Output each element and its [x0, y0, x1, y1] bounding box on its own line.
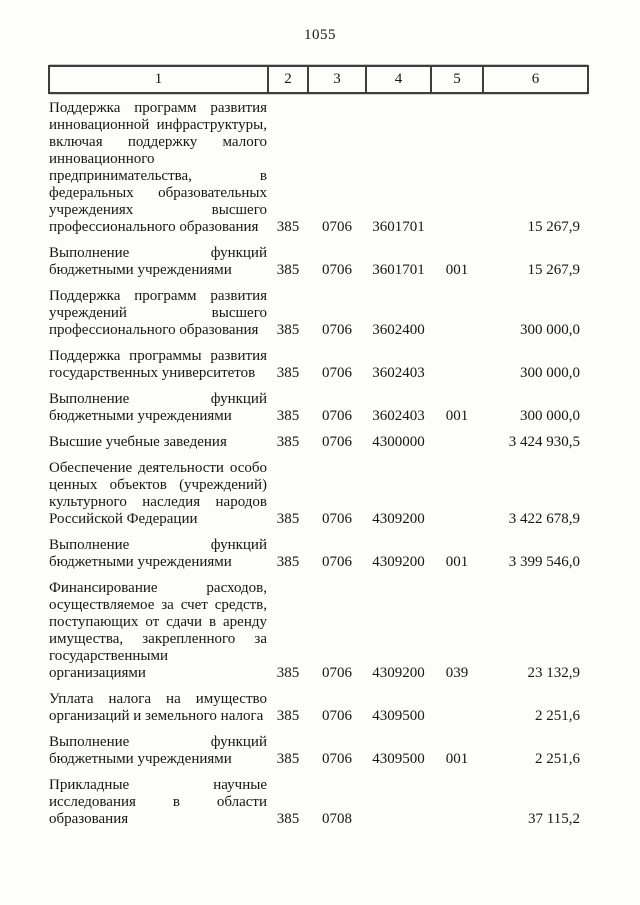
- chapter-code-cell: 385: [276, 365, 300, 381]
- column-header-3: 3: [307, 65, 367, 94]
- section-code-cell: 0706: [322, 408, 352, 424]
- name-cell: Выполнение функций бюджетными учреждения…: [49, 537, 267, 570]
- section-code-cell: 0706: [322, 365, 352, 381]
- name-cell: Выполнение функций бюджетными учреждения…: [49, 245, 267, 278]
- expense-type-cell: [431, 773, 483, 833]
- expense-type-cell: [431, 687, 483, 730]
- chapter-code-cell: 385: [276, 262, 300, 278]
- section-code-cell: 0706: [322, 708, 352, 724]
- expense-type-cell: 001: [445, 554, 469, 570]
- section-code-cell: 0706: [322, 511, 352, 527]
- target-article-cell: 4300000: [372, 434, 425, 450]
- chapter-code-cell: 385: [276, 811, 300, 827]
- target-article-cell: 4309500: [372, 751, 425, 767]
- section-code-cell: 0706: [322, 219, 352, 235]
- chapter-code-cell: 385: [276, 219, 300, 235]
- target-article-cell: 3602403: [372, 408, 425, 424]
- table-row: Высшие учебные заведения 385 0706 4300000 3 …: [49, 430, 588, 456]
- amount-cell: 37 115,2: [528, 811, 580, 827]
- chapter-code-cell: 385: [276, 665, 300, 681]
- column-header-6: 6: [482, 65, 589, 94]
- name-cell: Уплата налога на имущество организаций и…: [49, 691, 267, 724]
- table-row: Уплата налога на имущество организаций и…: [49, 687, 588, 730]
- chapter-code-cell: 385: [276, 434, 300, 450]
- chapter-code-cell: 385: [276, 322, 300, 338]
- name-cell: Высшие учебные заведения: [49, 434, 227, 450]
- name-cell: Поддержка программ развития инновационно…: [49, 100, 267, 235]
- name-cell: Прикладные научные исследования в област…: [49, 777, 267, 827]
- amount-cell: 15 267,9: [527, 262, 581, 278]
- section-code-cell: 0706: [322, 554, 352, 570]
- target-article-cell: 4309200: [372, 665, 425, 681]
- column-header-1: 1: [48, 65, 269, 94]
- amount-cell: 300 000,0: [520, 322, 580, 338]
- chapter-code-cell: 385: [276, 708, 300, 724]
- column-header-5: 5: [430, 65, 484, 94]
- table-row: Выполнение функций бюджетными учреждения…: [49, 387, 588, 430]
- target-article-cell: 3602400: [372, 322, 425, 338]
- expense-type-cell: [431, 93, 483, 241]
- table-row: Выполнение функций бюджетными учреждения…: [49, 241, 588, 284]
- section-code-cell: 0706: [322, 434, 352, 450]
- name-cell: Выполнение функций бюджетными учреждения…: [49, 391, 267, 424]
- chapter-code-cell: 385: [276, 511, 300, 527]
- expense-type-cell: 001: [445, 751, 469, 767]
- page-number: 1055: [304, 27, 336, 43]
- target-article-cell: [366, 773, 431, 833]
- table-row: Финансирование расходов, осуществляемое …: [49, 576, 588, 687]
- expense-type-cell: [431, 284, 483, 344]
- name-cell: Поддержка программ развития учреждений в…: [49, 288, 267, 338]
- name-cell: Финансирование расходов, осуществляемое …: [49, 580, 267, 681]
- column-header-2: 2: [267, 65, 309, 94]
- table-body: Поддержка программ развития инновационно…: [49, 93, 588, 833]
- amount-cell: 15 267,9: [527, 219, 581, 235]
- amount-cell: 2 251,6: [535, 751, 580, 767]
- expense-type-cell: 039: [445, 665, 469, 681]
- amount-cell: 2 251,6: [535, 708, 580, 724]
- expense-type-cell: [431, 456, 483, 533]
- table-row: Обеспечение деятельности особо ценных об…: [49, 456, 588, 533]
- target-article-cell: 3601701: [372, 219, 425, 235]
- column-header-4: 4: [365, 65, 432, 94]
- expense-type-cell: 001: [445, 408, 469, 424]
- chapter-code-cell: 385: [276, 751, 300, 767]
- table-row: Поддержка программ развития учреждений в…: [49, 284, 588, 344]
- chapter-code-cell: 385: [276, 554, 300, 570]
- target-article-cell: 3601701: [372, 262, 425, 278]
- name-cell: Выполнение функций бюджетными учреждения…: [49, 734, 267, 767]
- section-code-cell: 0706: [322, 262, 352, 278]
- amount-cell: 3 424 930,5: [508, 434, 580, 450]
- expense-type-cell: [431, 430, 483, 456]
- table-row: Выполнение функций бюджетными учреждения…: [49, 730, 588, 773]
- amount-cell: 300 000,0: [520, 408, 580, 424]
- target-article-cell: 4309200: [372, 554, 425, 570]
- section-code-cell: 0706: [322, 751, 352, 767]
- target-article-cell: 4309500: [372, 708, 425, 724]
- amount-cell: 23 132,9: [527, 665, 581, 681]
- table-row: Поддержка программ развития инновационно…: [49, 93, 588, 241]
- section-code-cell: 0706: [322, 665, 352, 681]
- amount-cell: 3 399 546,0: [508, 554, 580, 570]
- table-row: Поддержка программы развития государстве…: [49, 344, 588, 387]
- target-article-cell: 4309200: [372, 511, 425, 527]
- expense-type-cell: 001: [445, 262, 469, 278]
- table-row: Выполнение функций бюджетными учреждения…: [49, 533, 588, 576]
- target-article-cell: 3602403: [372, 365, 425, 381]
- chapter-code-cell: 385: [276, 408, 300, 424]
- section-code-cell: 0706: [322, 322, 352, 338]
- expense-type-cell: [431, 344, 483, 387]
- amount-cell: 300 000,0: [520, 365, 580, 381]
- amount-cell: 3 422 678,9: [508, 511, 580, 527]
- name-cell: Обеспечение деятельности особо ценных об…: [49, 460, 267, 527]
- name-cell: Поддержка программы развития государстве…: [49, 348, 267, 381]
- table-row: Прикладные научные исследования в област…: [49, 773, 588, 833]
- section-code-cell: 0708: [322, 811, 352, 827]
